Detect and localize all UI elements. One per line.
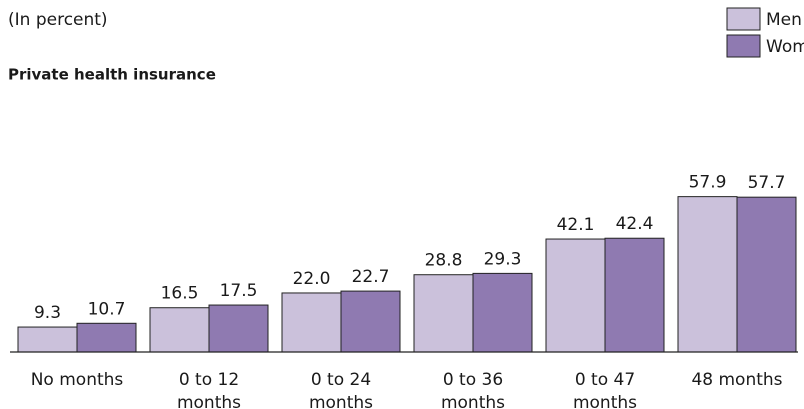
value-label: 22.7 xyxy=(352,267,390,287)
value-label: 22.0 xyxy=(293,269,331,289)
bar xyxy=(736,196,797,353)
bar xyxy=(413,274,474,353)
value-label: 57.7 xyxy=(748,173,786,193)
bar xyxy=(677,196,738,353)
legend-label: Men xyxy=(766,10,802,30)
bar xyxy=(17,326,78,353)
bar xyxy=(340,290,401,353)
value-label: 16.5 xyxy=(161,284,199,304)
value-label: 42.4 xyxy=(616,214,654,234)
value-label: 42.1 xyxy=(557,215,595,235)
bar xyxy=(472,272,533,353)
legend-swatch xyxy=(726,7,761,31)
bar xyxy=(208,304,269,353)
x-tick-label: No months xyxy=(31,370,124,390)
bar xyxy=(545,238,606,353)
bar xyxy=(149,307,210,353)
x-tick-label: 0 to 47 months xyxy=(573,370,637,409)
bar xyxy=(76,322,137,353)
x-tick-label: 0 to 24 months xyxy=(309,370,373,409)
value-label: 29.3 xyxy=(484,249,522,269)
legend-swatch xyxy=(726,34,761,58)
value-label: 10.7 xyxy=(88,299,126,319)
legend-label: Women xyxy=(766,37,804,57)
x-tick-label: 48 months xyxy=(691,370,782,390)
x-tick-label: 0 to 36 months xyxy=(441,370,505,409)
x-tick-label: 0 to 12 months xyxy=(177,370,241,409)
value-label: 28.8 xyxy=(425,251,463,271)
bar xyxy=(604,237,665,353)
bar xyxy=(281,292,342,353)
value-label: 17.5 xyxy=(220,281,258,301)
value-label: 9.3 xyxy=(34,303,61,323)
value-label: 57.9 xyxy=(689,173,727,193)
chart-title: Private health insurance xyxy=(8,66,216,84)
chart-subtitle: (In percent) xyxy=(8,10,108,30)
